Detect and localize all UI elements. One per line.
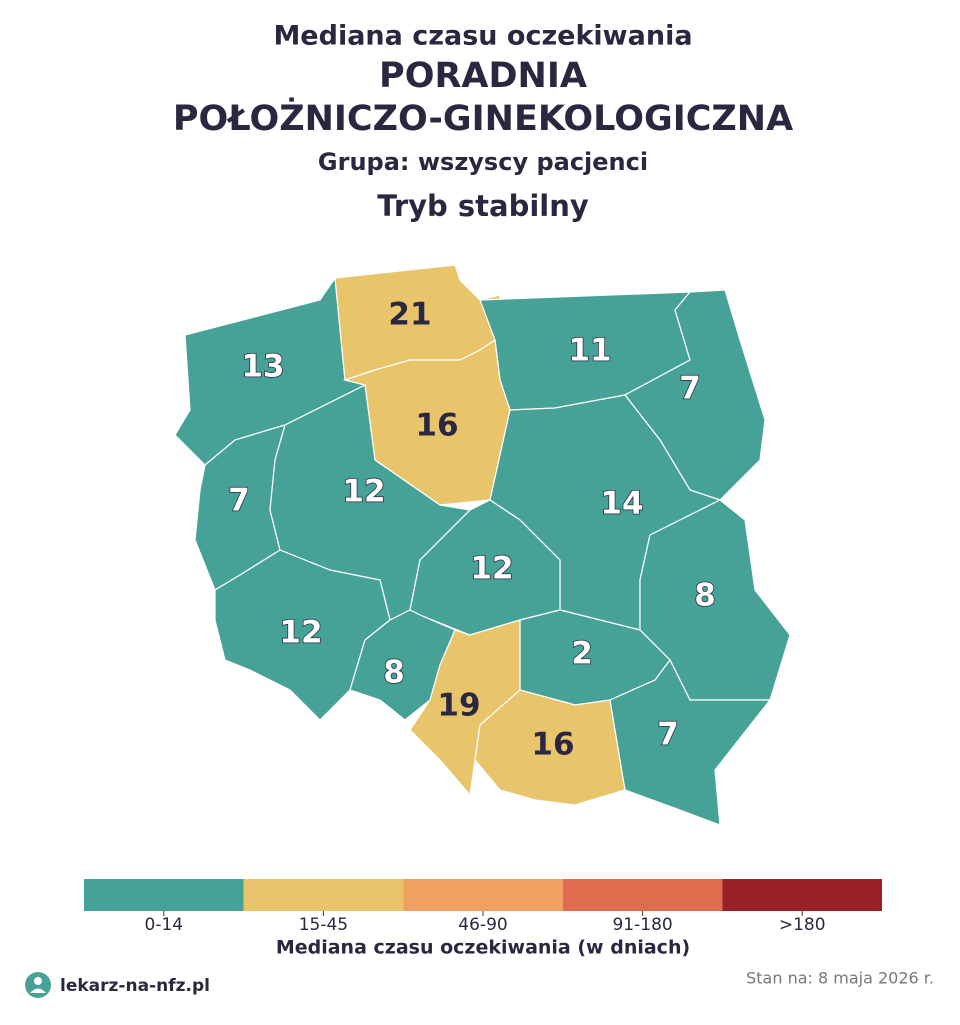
legend-label: 91-180	[612, 915, 672, 935]
region-value: 2	[571, 636, 593, 672]
legend-swatch	[722, 879, 882, 911]
logo-icon	[30, 988, 46, 993]
subtitle: Tryb stabilny	[377, 189, 589, 223]
region-labels: 13 21 11 7 16 7 12 14 12 12 8 8 2 19 16 7	[227, 297, 716, 763]
region-value: 7	[657, 717, 679, 753]
region-value: 21	[388, 297, 431, 333]
title-line: PORADNIA	[379, 56, 587, 96]
subtitle: Grupa: wszyscy pacjenci	[318, 148, 648, 176]
date: Stan na: 8 maja 2026 r.	[746, 969, 934, 988]
legend-label: 15-45	[299, 915, 348, 935]
logo-icon	[34, 977, 42, 985]
region-value: 16	[415, 408, 458, 444]
region-value: 8	[383, 655, 405, 691]
legend: 0-14 15-45 46-90 91-180 >180	[84, 879, 882, 935]
region-value: 12	[470, 551, 513, 587]
logo	[25, 972, 51, 998]
legend-label: 46-90	[458, 915, 507, 935]
title-line: POŁOŻNICZO-GINEKOLOGICZNA	[173, 96, 793, 139]
region	[474, 689, 626, 806]
legend-label: 0-14	[145, 915, 184, 935]
legend-title: Mediana czasu oczekiwania (w dniach)	[276, 937, 690, 959]
regions	[174, 264, 791, 826]
legend-swatch	[562, 879, 723, 911]
region-value: 16	[531, 727, 574, 763]
region-value: 11	[568, 333, 611, 369]
brand: lekarz-na-nfz.pl	[60, 976, 210, 996]
legend-label: >180	[779, 915, 826, 935]
legend-swatch	[403, 879, 563, 911]
legend-swatch	[243, 879, 404, 911]
region	[409, 619, 521, 797]
title-line: Mediana czasu oczekiwania	[273, 21, 692, 52]
region-value: 13	[241, 349, 284, 385]
region	[609, 658, 772, 826]
region-value: 14	[600, 486, 643, 522]
region-value: 8	[694, 578, 716, 614]
region-value: 12	[342, 474, 385, 510]
region-value: 12	[279, 615, 322, 651]
region-value: 7	[679, 371, 701, 407]
legend-swatch	[84, 879, 244, 911]
region-value: 7	[228, 483, 250, 519]
region-value: 19	[437, 688, 480, 724]
